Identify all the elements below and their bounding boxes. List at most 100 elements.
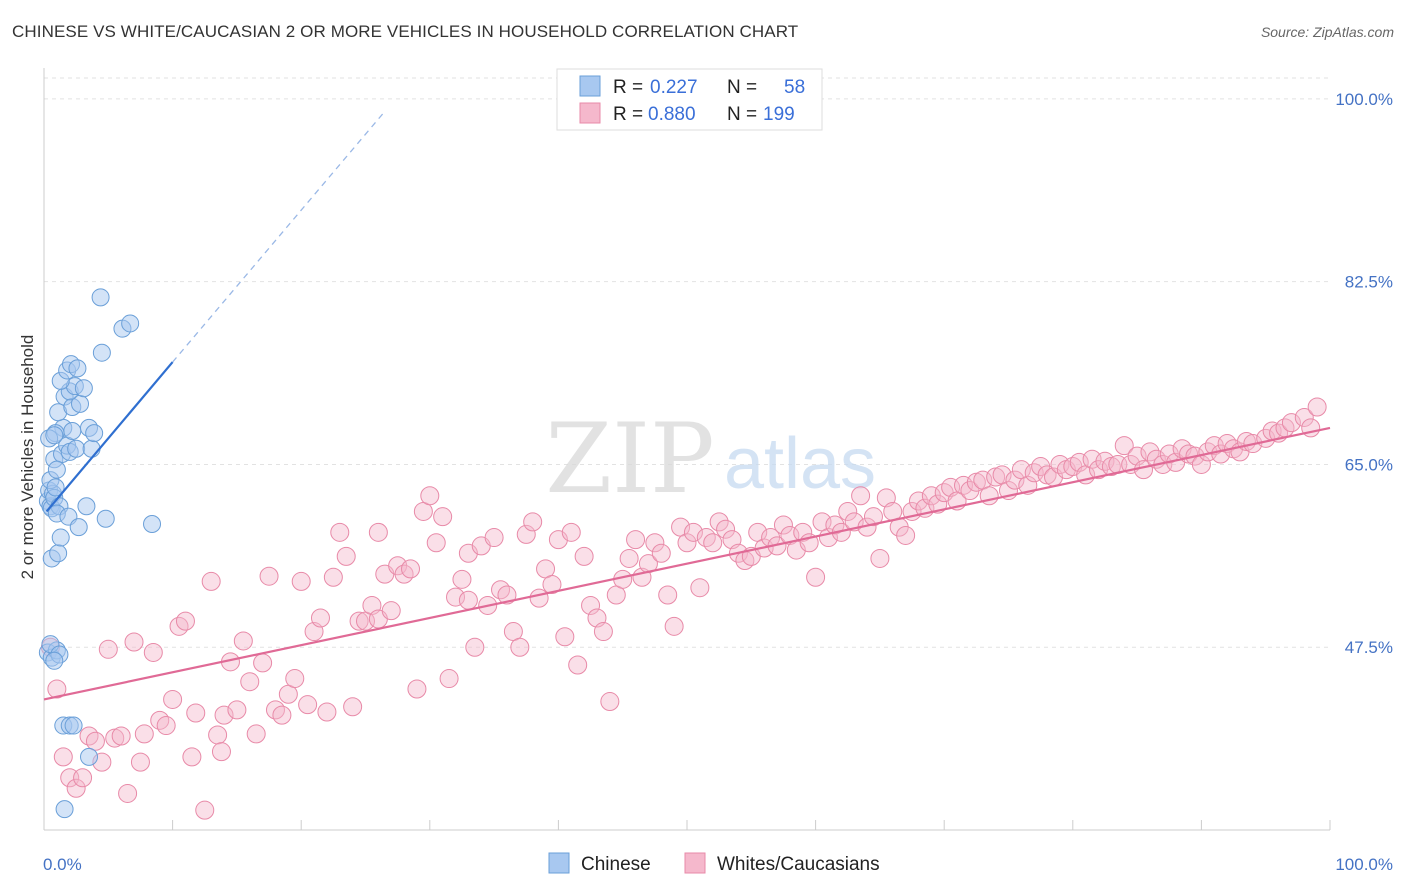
point-whites-75 <box>516 524 536 544</box>
point-chinese-56 <box>80 747 99 766</box>
point-whites-13 <box>124 632 144 652</box>
point-whites-62 <box>433 507 453 527</box>
point-whites-97 <box>658 585 678 605</box>
legend-n-label-chinese: N = <box>727 77 757 98</box>
point-whites-91 <box>619 548 639 568</box>
point-whites-165 <box>1095 451 1115 471</box>
point-whites-102 <box>690 578 710 598</box>
point-whites-39 <box>285 669 305 689</box>
point-whites-57 <box>401 559 421 579</box>
point-whites-37 <box>272 705 292 725</box>
tick-labels: 47.5% 65.0% 82.5% 100.0% <box>1335 90 1393 657</box>
point-whites-105 <box>709 512 729 532</box>
point-whites-11 <box>111 726 131 746</box>
point-whites-101 <box>683 522 703 542</box>
point-whites-72 <box>497 585 517 605</box>
point-chinese-52 <box>45 651 64 670</box>
point-chinese-42 <box>143 514 162 533</box>
point-whites-12 <box>118 783 138 803</box>
point-whites-96 <box>651 543 671 563</box>
bottom-legend-label-whites: Whites/Caucasians <box>717 854 880 875</box>
point-whites-9 <box>98 639 118 659</box>
x-tick-label-left: 0.0% <box>43 855 82 874</box>
point-whites-130 <box>870 548 890 568</box>
point-whites-193 <box>1281 413 1301 433</box>
point-whites-125 <box>838 501 858 521</box>
point-chinese-37 <box>45 426 64 445</box>
point-whites-197 <box>458 590 478 610</box>
point-chinese-34 <box>82 439 101 458</box>
point-chinese-35 <box>85 424 104 443</box>
point-whites-118 <box>793 522 813 542</box>
point-whites-26 <box>208 725 228 745</box>
watermark: ZIP atlas <box>545 403 876 515</box>
point-whites-54 <box>381 601 401 621</box>
point-whites-194 <box>1294 407 1314 427</box>
point-whites-88 <box>600 692 620 712</box>
point-whites-7 <box>85 731 105 751</box>
point-whites-22 <box>182 747 202 767</box>
point-whites-46 <box>330 522 350 542</box>
point-whites-14 <box>130 752 150 772</box>
point-whites-24 <box>195 800 215 820</box>
point-whites-134 <box>896 525 916 545</box>
point-whites-63 <box>439 669 459 689</box>
grid <box>44 77 1330 648</box>
point-whites-161 <box>1069 452 1089 472</box>
point-whites-27 <box>211 742 231 762</box>
point-whites-20 <box>169 616 189 636</box>
point-chinese-11 <box>49 544 68 563</box>
point-whites-41 <box>298 695 318 715</box>
point-whites-44 <box>317 702 337 722</box>
y-tick-label-0: 47.5% <box>1345 638 1393 657</box>
point-whites-92 <box>626 530 646 550</box>
point-chinese-40 <box>69 518 88 537</box>
bottom-legend-swatch-whites <box>684 852 706 874</box>
point-chinese-45 <box>121 314 140 333</box>
legend-n-label-whites: N = <box>727 104 757 125</box>
point-whites-34 <box>253 653 273 673</box>
point-chinese-12 <box>51 528 70 547</box>
point-whites-5 <box>73 768 93 788</box>
axes <box>43 68 1331 831</box>
watermark-atlas: atlas <box>724 424 876 504</box>
watermark-zip: ZIP <box>545 403 714 515</box>
point-whites-47 <box>336 546 356 566</box>
legend-r-value-whites: 0.880 <box>648 104 696 125</box>
point-whites-17 <box>150 710 170 730</box>
legend-swatch-chinese <box>579 75 601 97</box>
point-whites-45 <box>323 567 343 587</box>
chart-title: CHINESE VS WHITE/CAUCASIAN 2 OR MORE VEH… <box>12 22 799 41</box>
legend-r-value-chinese: 0.227 <box>650 77 698 98</box>
point-chinese-31 <box>68 359 87 378</box>
point-chinese-19 <box>63 422 82 441</box>
point-whites-32 <box>240 672 260 692</box>
point-chinese-32 <box>74 379 93 398</box>
point-whites-36 <box>265 700 285 720</box>
point-chinese-15 <box>47 460 66 479</box>
point-whites-28 <box>214 705 234 725</box>
legend-n-value-whites: 199 <box>763 104 795 125</box>
point-whites-60 <box>420 486 440 506</box>
y-tick-label-1: 65.0% <box>1345 455 1393 474</box>
point-whites-65 <box>452 569 472 589</box>
point-whites-40 <box>291 571 311 591</box>
point-chinese-46 <box>91 288 110 307</box>
point-whites-35 <box>259 566 279 586</box>
point-whites-19 <box>163 689 183 709</box>
point-whites-143 <box>953 475 973 495</box>
point-chinese-41 <box>96 509 115 528</box>
point-whites-6 <box>79 726 99 746</box>
point-whites-76 <box>523 512 543 532</box>
point-whites-84 <box>574 546 594 566</box>
point-whites-151 <box>1005 470 1025 490</box>
point-whites-123 <box>825 515 845 535</box>
trend-lines <box>43 111 1331 701</box>
point-whites-129 <box>863 507 883 527</box>
point-chinese-38 <box>77 497 96 516</box>
point-whites-83 <box>568 655 588 675</box>
y-tick-label-3: 100.0% <box>1335 90 1393 109</box>
point-whites-77 <box>529 588 549 608</box>
point-whites-87 <box>593 622 613 642</box>
point-whites-15 <box>134 724 154 744</box>
